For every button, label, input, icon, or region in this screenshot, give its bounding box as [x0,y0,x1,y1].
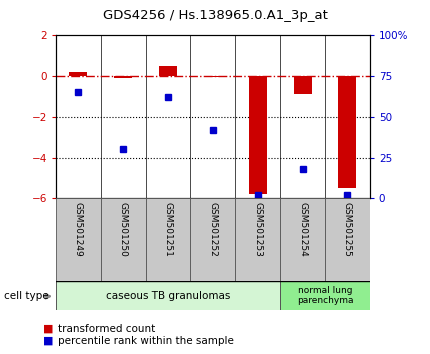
Text: GSM501250: GSM501250 [119,202,128,257]
Text: caseous TB granulomas: caseous TB granulomas [106,291,230,301]
Bar [146,198,190,281]
Text: ■: ■ [43,324,53,333]
Bar [101,198,146,281]
Text: GSM501255: GSM501255 [343,202,352,257]
Bar [204,76,222,77]
Bar [280,198,325,281]
Bar [159,66,177,76]
Bar [56,281,280,310]
Bar [235,198,280,281]
Bar [190,198,235,281]
Bar [294,76,311,95]
Bar [325,198,370,281]
Bar [249,76,267,194]
Text: cell type: cell type [4,291,49,301]
Text: percentile rank within the sample: percentile rank within the sample [58,336,234,346]
Bar [56,198,101,281]
Bar [69,72,87,76]
Text: GSM501249: GSM501249 [74,202,83,257]
Bar [114,76,132,78]
Text: transformed count: transformed count [58,324,155,333]
Text: GSM501254: GSM501254 [298,202,307,257]
Text: GSM501253: GSM501253 [253,202,262,257]
Text: normal lung
parenchyma: normal lung parenchyma [297,286,353,305]
Bar [280,281,370,310]
Bar [338,76,356,188]
Text: ■: ■ [43,336,53,346]
Text: GSM501251: GSM501251 [163,202,172,257]
Text: GDS4256 / Hs.138965.0.A1_3p_at: GDS4256 / Hs.138965.0.A1_3p_at [103,9,327,22]
Text: GSM501252: GSM501252 [209,202,217,257]
